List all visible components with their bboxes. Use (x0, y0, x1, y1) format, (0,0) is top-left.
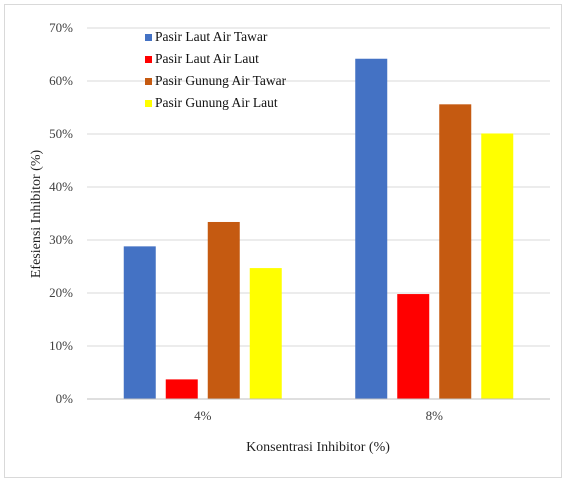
axes: 0% 10% 20% 30% 40% 50% 60% 70% 4% 8% (49, 20, 550, 423)
gridlines (87, 27, 550, 347)
y-axis-title: Efesiensi Inhibitor (%) (29, 150, 44, 279)
y-tick-label: 30% (49, 232, 73, 247)
bar-1-1 (123, 246, 156, 399)
bar-1-2 (355, 58, 388, 400)
bars (123, 58, 514, 400)
y-tick-label: 20% (49, 285, 73, 300)
bar-4-2 (481, 133, 514, 399)
x-tick-label: 8% (426, 408, 444, 423)
bar-3-2 (439, 104, 472, 399)
y-tick-label: 10% (49, 338, 73, 353)
y-tick-label: 40% (49, 179, 73, 194)
y-tick-label: 60% (49, 73, 73, 88)
legend-label: Pasir Gunung Air Tawar (155, 73, 287, 88)
y-tick-label: 0% (56, 391, 74, 406)
legend-swatch (145, 78, 152, 85)
bar-2-1 (165, 379, 198, 399)
legend-swatch (145, 34, 152, 41)
legend-label: Pasir Laut Air Laut (155, 51, 259, 66)
y-tick-label: 70% (49, 20, 73, 35)
x-axis-title: Konsentrasi Inhibitor (%) (246, 440, 390, 455)
legend: Pasir Laut Air Tawar Pasir Laut Air Laut P… (145, 29, 287, 110)
bar-4-1 (249, 268, 282, 399)
legend-swatch (145, 100, 152, 107)
x-tick-label: 4% (194, 408, 212, 423)
bar-3-1 (207, 221, 240, 399)
legend-swatch (145, 56, 152, 63)
y-tick-label: 50% (49, 126, 73, 141)
legend-label: Pasir Gunung Air Laut (155, 95, 278, 110)
bar-2-2 (397, 294, 430, 399)
legend-label: Pasir Laut Air Tawar (155, 29, 268, 44)
